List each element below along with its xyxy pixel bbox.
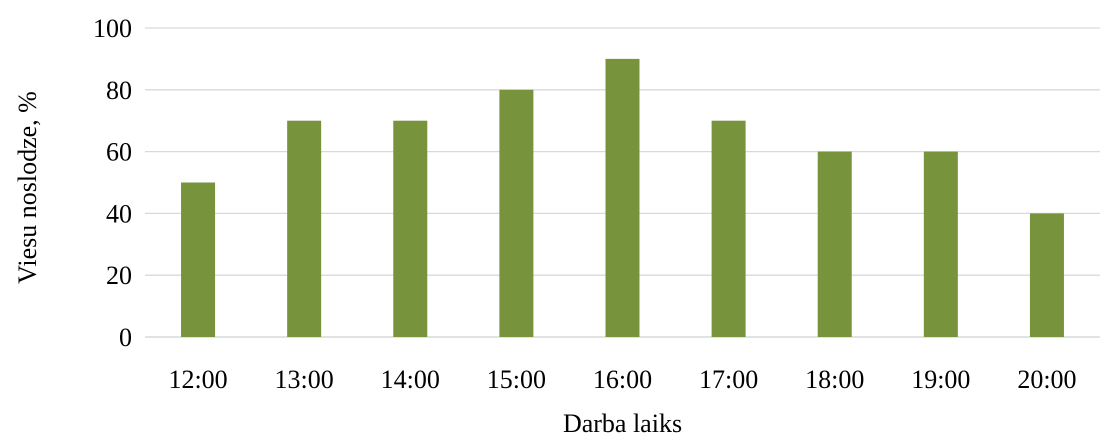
- bar-1200: [181, 182, 216, 337]
- x-tick-label: 20:00: [1017, 365, 1076, 394]
- x-tick-label: 15:00: [487, 365, 546, 394]
- bar-1900: [923, 151, 958, 337]
- x-tick-label: 14:00: [381, 365, 440, 394]
- y-tick-label: 80: [106, 76, 132, 105]
- x-tick-label: 13:00: [275, 365, 334, 394]
- bar-1500: [499, 89, 534, 337]
- y-tick-label: 20: [106, 261, 132, 290]
- x-tick-label: 19:00: [911, 365, 970, 394]
- x-tick-label: 17:00: [699, 365, 758, 394]
- y-tick-label: 40: [106, 199, 132, 228]
- y-tick-label: 100: [93, 14, 132, 43]
- y-tick-label: 60: [106, 138, 132, 167]
- y-axis-title: Viesu noslodze, %: [13, 91, 42, 284]
- x-tick-label: 18:00: [805, 365, 864, 394]
- bar-2000: [1029, 213, 1064, 337]
- y-tick-label: 0: [119, 323, 132, 352]
- bar-1800: [817, 151, 852, 337]
- y-axis-ticks: 0 20 40 60 80 100: [93, 14, 132, 352]
- bar-1400: [393, 120, 428, 337]
- x-tick-label: 16:00: [593, 365, 652, 394]
- bar-1300: [287, 120, 322, 337]
- x-axis-ticks: 12:00 13:00 14:00 15:00 16:00 17:00 18:00 19:00…: [168, 365, 1076, 394]
- bars: [181, 58, 1064, 338]
- bar-1700: [711, 120, 746, 337]
- x-axis-title: Darba laiks: [563, 409, 682, 438]
- x-tick-label: 12:00: [168, 365, 227, 394]
- bar-1600: [605, 58, 640, 338]
